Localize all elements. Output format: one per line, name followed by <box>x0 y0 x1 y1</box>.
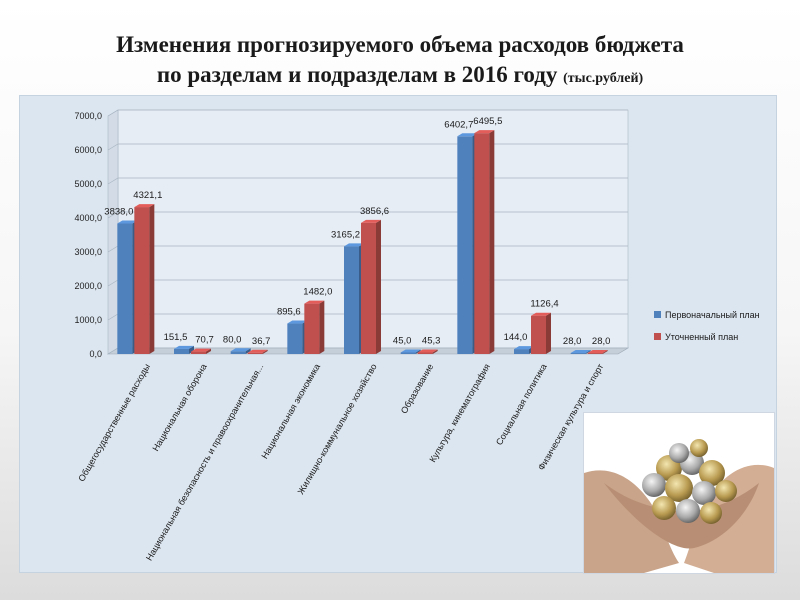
data-label: 3856,6 <box>360 206 389 217</box>
bar <box>531 315 546 354</box>
bar-top <box>474 130 495 134</box>
bar-top <box>117 220 138 224</box>
bar <box>174 348 189 354</box>
bar-top <box>531 312 551 316</box>
bar-side <box>262 349 268 354</box>
data-label: 151,5 <box>164 332 188 343</box>
gridline <box>107 109 628 117</box>
y-tick-label: 7000,0 <box>74 111 102 121</box>
bar-top <box>457 133 478 137</box>
y-tick-label: 1000,0 <box>74 315 102 325</box>
bar <box>344 246 359 354</box>
bar <box>514 349 529 354</box>
title-unit: (тыс.рублей) <box>563 71 644 86</box>
x-category-label: Общегосударственные расходы <box>76 362 152 483</box>
bar <box>247 352 263 354</box>
x-category-label: Культура, кинематография <box>427 362 492 464</box>
data-label: 3838,0 <box>104 207 133 218</box>
bar-side <box>319 300 325 354</box>
data-label: 895,6 <box>277 307 301 318</box>
bar <box>134 207 150 354</box>
bar-side <box>602 350 608 354</box>
slide-title: Изменения прогнозируемого объема расходо… <box>0 30 800 94</box>
bar-top <box>417 349 438 353</box>
data-label: 1482,0 <box>303 287 332 298</box>
legend-label: Первоначальный план <box>665 310 760 320</box>
x-category-label: Социальная политика <box>494 362 549 447</box>
hands-with-coins-icon <box>584 439 774 573</box>
bar-top <box>134 204 155 208</box>
bar-top <box>174 345 194 349</box>
bar-top <box>361 219 381 223</box>
bar <box>417 352 433 354</box>
bar-side <box>432 349 438 354</box>
x-category-label: Образование <box>399 362 436 415</box>
bar <box>304 303 320 354</box>
y-tick-label: 3000,0 <box>74 247 102 257</box>
bar <box>117 223 133 354</box>
x-category-label: Национальная безопасность и правоохранит… <box>144 362 265 562</box>
data-label: 28,0 <box>592 336 611 347</box>
bar-top <box>514 346 534 350</box>
data-label: 70,7 <box>195 335 214 346</box>
y-tick-label: 5000,0 <box>74 179 102 189</box>
data-label: 6495,5 <box>473 116 502 127</box>
bar-side <box>245 348 251 354</box>
bar-side <box>376 219 381 354</box>
bar <box>570 353 586 354</box>
bar-top <box>304 300 325 304</box>
data-label: 45,0 <box>393 335 412 346</box>
data-label: 36,7 <box>252 336 271 347</box>
bar <box>457 136 473 354</box>
bar-top <box>230 348 251 352</box>
chart-area: 0,0 1000,0 2000,0 3000,0 4000,0 5000,0 6000,0 7… <box>19 95 777 573</box>
legend-swatch <box>654 311 661 318</box>
bar <box>191 351 206 354</box>
bar <box>587 353 603 354</box>
bar-side <box>206 348 211 354</box>
bar <box>400 352 416 354</box>
title-line-2: по разделам и подразделам в 2016 году (т… <box>0 60 800 94</box>
data-label: 28,0 <box>563 336 582 347</box>
bar-top <box>191 348 211 352</box>
y-tick-label: 2000,0 <box>74 281 102 291</box>
bar-chart: 0,0 1000,0 2000,0 3000,0 4000,0 5000,0 6000,0 7… <box>74 109 760 562</box>
bar-side <box>189 345 194 354</box>
bar-top <box>570 350 591 354</box>
bar <box>361 222 376 354</box>
bar-top <box>344 243 364 247</box>
data-label: 80,0 <box>223 334 242 345</box>
bar-side <box>585 350 591 354</box>
title-line-2-text: по разделам и подразделам в 2016 году <box>156 62 558 87</box>
data-label: 6402,7 <box>444 119 473 130</box>
data-label: 3165,2 <box>331 229 360 240</box>
bar-top <box>247 349 268 353</box>
bar <box>230 351 246 354</box>
bar-top <box>287 320 308 324</box>
bar <box>474 133 490 354</box>
y-tick-label: 4000,0 <box>74 213 102 223</box>
bar-side <box>489 130 495 354</box>
bar-side <box>546 312 551 354</box>
x-category-label: Национальная экономика <box>259 362 322 460</box>
legend-label: Уточненный план <box>665 332 738 342</box>
data-label: 4321,1 <box>133 190 162 201</box>
coins-photo <box>583 412 775 574</box>
data-label: 144,0 <box>504 332 528 343</box>
data-label: 45,3 <box>422 335 441 346</box>
y-tick-label: 0,0 <box>89 349 102 359</box>
bar-side <box>149 204 155 354</box>
bar-top <box>400 349 421 353</box>
bar-side <box>415 349 421 354</box>
data-label: 1126,4 <box>530 299 558 310</box>
bar <box>287 323 303 354</box>
x-category-label: Национальная оборона <box>151 362 209 453</box>
bar-top <box>587 350 608 354</box>
y-tick-label: 6000,0 <box>74 145 102 155</box>
legend-swatch <box>654 333 661 340</box>
title-line-1: Изменения прогнозируемого объема расходо… <box>116 32 684 57</box>
